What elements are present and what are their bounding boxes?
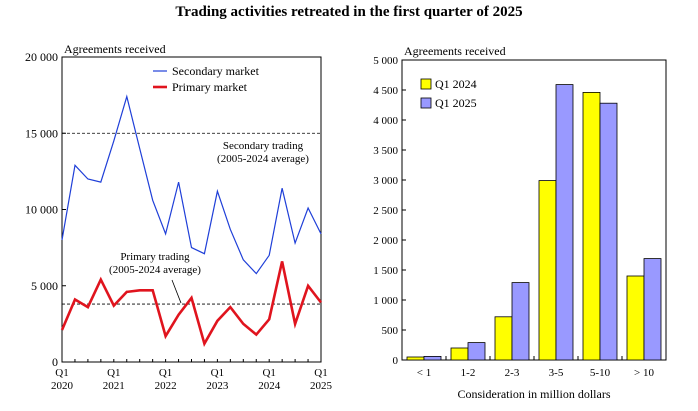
series-line-secondary-market (61, 94, 322, 275)
bar-q1-2025 (423, 355, 442, 361)
reference-label-primary: (2005-2024 average) (109, 264, 201, 276)
bar-chart-ylabel: Agreements received (404, 44, 506, 58)
y-tick-label: 3 500 (373, 145, 398, 157)
reference-label-secondary: Secondary trading (223, 140, 304, 152)
x-tick-label-quarter: Q1 (314, 367, 327, 379)
line-chart-series (60, 94, 323, 348)
x-tick-label: 3-5 (549, 367, 564, 379)
reference-label-primary: Primary trading (120, 251, 190, 263)
bar-chart-xlabel: Consideration in million dollars (458, 387, 611, 401)
x-tick-label-quarter: Q1 (211, 367, 224, 379)
legend-swatch-q1-2024 (420, 78, 432, 90)
x-tick-label-quarter: Q1 (262, 367, 275, 379)
bar-chart-y-axis: 0 500 1 000 1 500 2 000 2 500 3 000 3 500 4 000 4… (373, 55, 406, 367)
x-tick-label-year: 2022 (155, 380, 177, 392)
x-tick-label-year: 2020 (51, 380, 74, 392)
bar-q1-2024 (626, 275, 645, 361)
y-tick-label: 2 000 (373, 235, 398, 247)
line-chart: Agreements received 0 5 000 10 000 15 000 20… (25, 42, 333, 392)
bar-q1-2025 (467, 342, 486, 361)
reference-pointer-primary (171, 279, 182, 304)
bar-chart-x-axis: < 1 1-2 2-3 3-5 5-10 > 10 (417, 356, 654, 379)
legend-swatch-q1-2025 (420, 97, 432, 109)
y-tick-label: 20 000 (25, 50, 58, 64)
y-tick-label: 0 (393, 355, 399, 367)
bar-chart-bars (406, 84, 662, 361)
bar-q1-2025 (555, 84, 574, 361)
x-tick-label-year: 2023 (206, 380, 229, 392)
x-tick-label-quarter: Q1 (107, 367, 120, 379)
y-tick-label: 5 000 (373, 55, 398, 67)
bar-q1-2024 (406, 356, 425, 361)
bar-q1-2025 (511, 282, 530, 361)
y-tick-label: 3 000 (373, 175, 398, 187)
x-tick-label-quarter: Q1 (159, 367, 172, 379)
x-tick-label: > 10 (634, 367, 654, 379)
y-tick-label: 4 000 (373, 115, 398, 127)
x-tick-label: 5-10 (590, 367, 611, 379)
x-tick-label-year: 2021 (103, 380, 125, 392)
legend-label-secondary: Secondary market (172, 64, 260, 78)
legend-label-q1-2025: Q1 2025 (435, 96, 477, 110)
series-line-primary-market (60, 261, 323, 348)
x-tick-label: < 1 (417, 367, 431, 379)
page-title: Trading activities retreated in the firs… (175, 4, 523, 20)
line-chart-plot-area (61, 56, 322, 363)
x-tick-label-quarter: Q1 (55, 367, 68, 379)
bar-q1-2024 (494, 316, 513, 361)
y-tick-label: 500 (382, 325, 399, 337)
bar-q1-2025 (599, 102, 618, 361)
bar-q1-2025 (643, 258, 662, 361)
bar-chart: Agreements received 0 500 1 000 1 500 2 000 2… (373, 44, 667, 401)
y-tick-label: 2 500 (373, 205, 398, 217)
x-tick-label-year: 2024 (258, 380, 281, 392)
line-chart-y-axis: 0 5 000 10 000 15 000 20 000 (25, 50, 66, 369)
y-tick-label: 15 000 (25, 126, 58, 140)
x-tick-label: 2-3 (505, 367, 520, 379)
line-chart-ylabel: Agreements received (64, 42, 166, 56)
line-chart-legend: Secondary market Primary market (153, 64, 260, 94)
y-tick-label: 0 (52, 355, 58, 369)
y-tick-label: 5 000 (31, 279, 58, 293)
y-tick-label: 10 000 (25, 203, 58, 217)
y-tick-label: 4 500 (373, 85, 398, 97)
y-tick-label: 1 500 (373, 265, 398, 277)
bar-chart-legend: Q1 2024 Q1 2025 (420, 77, 477, 110)
legend-label-q1-2024: Q1 2024 (435, 77, 477, 91)
bar-q1-2024 (450, 347, 469, 361)
bar-q1-2024 (582, 92, 601, 361)
y-tick-label: 1 000 (373, 295, 398, 307)
bar-q1-2024 (538, 180, 557, 361)
x-tick-label-year: 2025 (310, 380, 333, 392)
reference-label-secondary: (2005-2024 average) (217, 153, 309, 165)
x-tick-label: 1-2 (461, 367, 476, 379)
line-chart-reference-lines: Secondary trading(2005-2024 average)Prim… (62, 132, 321, 305)
legend-label-primary: Primary market (172, 80, 248, 94)
